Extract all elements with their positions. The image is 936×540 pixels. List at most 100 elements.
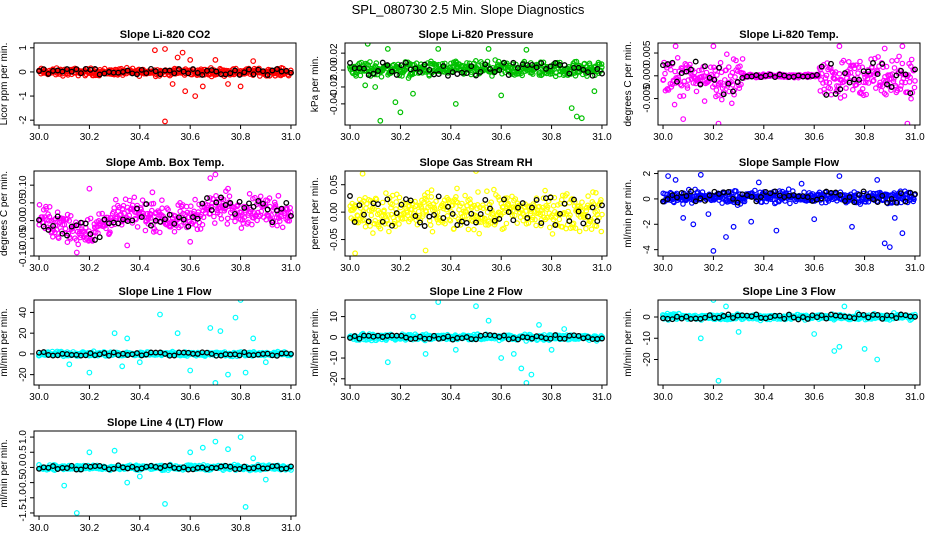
outlier-point bbox=[435, 46, 442, 52]
mean-point bbox=[78, 70, 84, 77]
y-tick-label: 0.10 bbox=[18, 175, 29, 195]
data-point bbox=[739, 56, 746, 62]
data-point bbox=[841, 93, 848, 99]
mean-point bbox=[856, 76, 862, 83]
mean-point bbox=[599, 335, 605, 342]
mean-point bbox=[734, 199, 741, 206]
data-point bbox=[211, 213, 217, 220]
mean-point bbox=[288, 350, 294, 357]
data-point bbox=[442, 220, 448, 227]
outlier-point bbox=[874, 176, 881, 183]
data-point bbox=[39, 214, 46, 220]
data-point bbox=[514, 220, 521, 226]
x-tick-label: 31.0 bbox=[281, 392, 301, 403]
mean-point bbox=[561, 62, 568, 69]
mean-point bbox=[874, 311, 881, 318]
mean-point bbox=[888, 84, 895, 90]
outlier-point bbox=[124, 335, 131, 342]
mean-point bbox=[384, 196, 391, 203]
mean-point bbox=[218, 194, 224, 201]
data-point bbox=[593, 190, 599, 196]
mean-point bbox=[776, 312, 783, 319]
data-point bbox=[501, 225, 507, 232]
mean-point bbox=[274, 66, 280, 73]
mean-point bbox=[166, 67, 173, 74]
data-point bbox=[820, 80, 826, 86]
data-point bbox=[763, 198, 770, 205]
data-point bbox=[660, 76, 667, 83]
mean-point bbox=[278, 205, 285, 212]
data-point bbox=[357, 72, 364, 79]
mean-point bbox=[45, 226, 52, 233]
data-point bbox=[454, 185, 460, 192]
data-point bbox=[843, 85, 849, 91]
mean-point bbox=[347, 193, 353, 199]
mean-point bbox=[772, 74, 778, 81]
mean-point bbox=[870, 196, 876, 203]
mean-point bbox=[260, 68, 266, 75]
mean-point bbox=[365, 218, 372, 225]
y-tick-label: -20 bbox=[329, 371, 340, 386]
data-point bbox=[271, 199, 278, 206]
data-point bbox=[368, 212, 375, 219]
mean-point bbox=[143, 351, 150, 358]
mean-point bbox=[837, 192, 844, 198]
mean-point bbox=[264, 206, 271, 213]
mean-point bbox=[823, 315, 830, 322]
outlier-point bbox=[881, 45, 888, 52]
mean-point bbox=[36, 68, 42, 74]
data-point bbox=[662, 191, 668, 197]
outlier-point bbox=[86, 185, 93, 192]
data-point bbox=[723, 51, 730, 58]
data-point bbox=[855, 64, 862, 71]
data-point bbox=[126, 212, 133, 219]
data-point bbox=[396, 221, 402, 227]
mean-point bbox=[725, 189, 732, 195]
data-point bbox=[823, 72, 830, 79]
mean-point bbox=[814, 71, 820, 78]
outlier-point bbox=[881, 240, 888, 247]
mean-point bbox=[772, 188, 778, 195]
mean-point bbox=[487, 65, 493, 72]
data-point bbox=[733, 188, 739, 194]
data-point bbox=[279, 224, 286, 231]
mean-point bbox=[893, 315, 900, 322]
y-tick-label: 1 bbox=[18, 45, 29, 51]
outlier-point bbox=[723, 234, 729, 240]
data-point bbox=[741, 198, 748, 205]
outlier-point bbox=[372, 84, 379, 90]
x-tick-label: 30.0 bbox=[340, 263, 360, 274]
mean-point bbox=[288, 212, 294, 219]
data-point bbox=[715, 92, 721, 99]
outlier-point bbox=[124, 242, 131, 249]
y-tick-label: 0.005 bbox=[642, 40, 653, 65]
data-point bbox=[883, 91, 889, 98]
mean-point bbox=[585, 69, 591, 76]
data-point bbox=[408, 206, 415, 213]
mean-point bbox=[64, 66, 70, 73]
plot-frame bbox=[657, 299, 921, 386]
data-point bbox=[668, 84, 675, 90]
points bbox=[660, 171, 918, 254]
x-tick-label: 30.2 bbox=[391, 132, 411, 143]
data-point bbox=[590, 201, 597, 207]
data-point bbox=[717, 59, 724, 66]
data-point bbox=[855, 70, 861, 76]
mean-point bbox=[874, 199, 881, 206]
mean-point bbox=[134, 205, 140, 212]
data-point bbox=[731, 87, 738, 94]
data-point bbox=[542, 187, 548, 194]
mean-point bbox=[440, 215, 447, 221]
data-point bbox=[147, 215, 154, 221]
x-tick-label: 31.0 bbox=[905, 263, 925, 274]
y-tick-label: -2 bbox=[642, 219, 653, 228]
x-tick-label: 30.6 bbox=[180, 263, 200, 274]
mean-point bbox=[227, 200, 234, 206]
data-point bbox=[540, 195, 547, 202]
data-point bbox=[157, 229, 163, 236]
outlier-point bbox=[485, 317, 492, 324]
data-point bbox=[857, 58, 863, 65]
mean-point bbox=[491, 69, 498, 75]
